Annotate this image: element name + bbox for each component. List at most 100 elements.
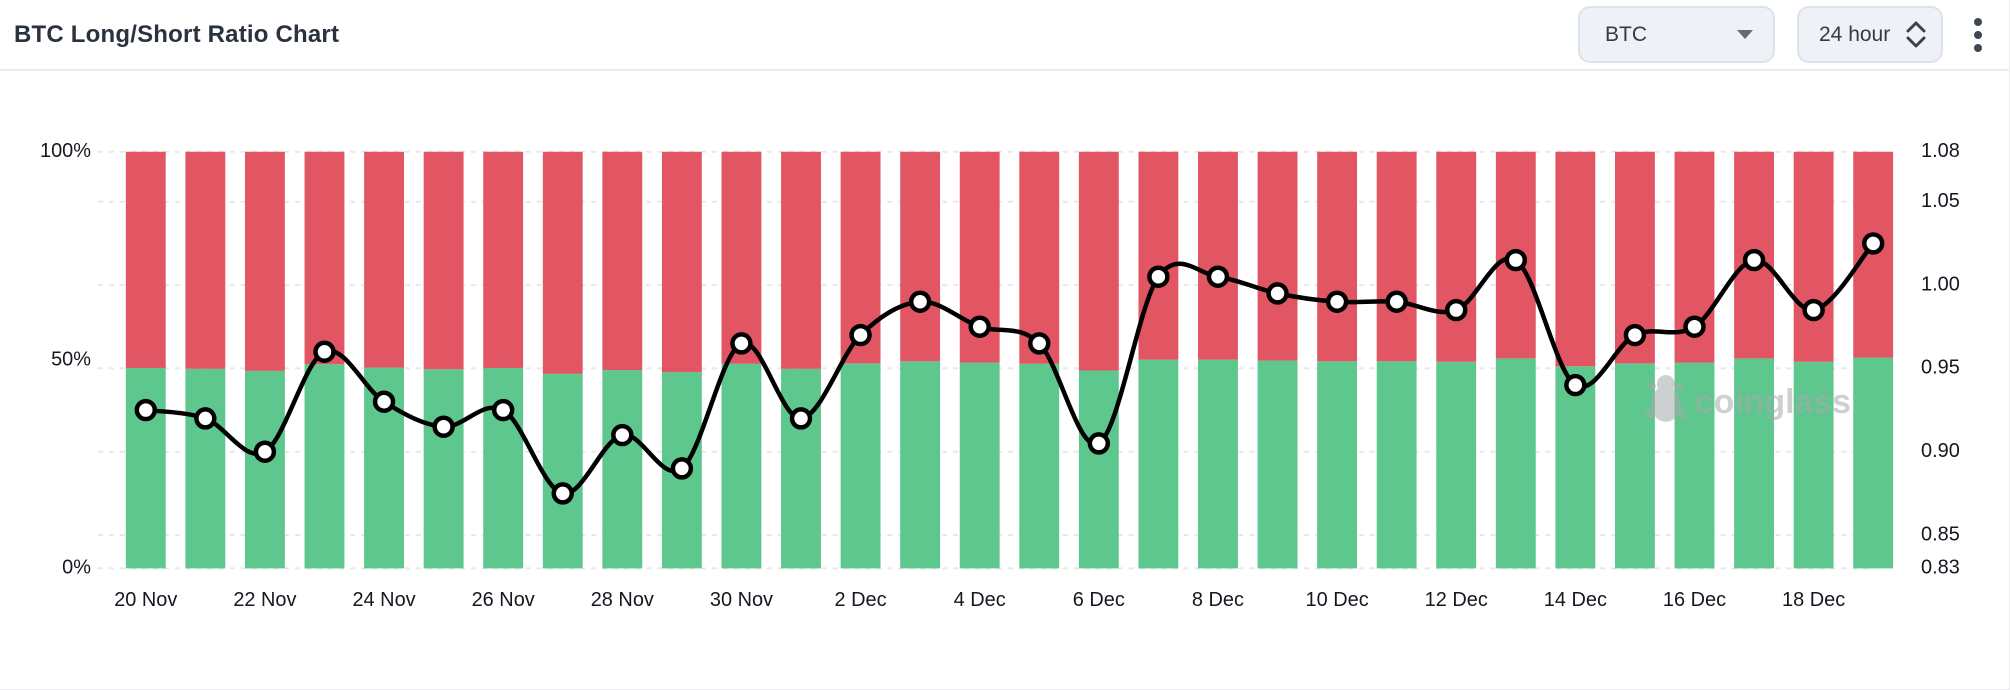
bar-short-segment [423, 151, 464, 370]
bar-short-segment [185, 151, 226, 369]
bar-long-segment [304, 364, 345, 569]
bar-long-segment [1495, 358, 1536, 569]
caret-down-icon [1737, 30, 1753, 39]
bar-long-segment [483, 367, 524, 569]
bar-long-segment [721, 363, 762, 569]
ratio-markers [134, 232, 1885, 505]
bar-long-segment [1614, 363, 1655, 569]
right-axis-label: 1.08 [1921, 140, 1960, 162]
x-axis-label: 26 Nov [472, 589, 535, 611]
chart-canvas[interactable]: coinglass 100% 50% 0% 1.08 1.05 1.00 0.95 0.90 0.… [0, 71, 2010, 688]
ratio-marker [134, 398, 157, 422]
ratio-marker [1742, 248, 1766, 272]
left-axis-label: 0% [62, 557, 91, 579]
ratio-marker [313, 340, 336, 363]
ratio-marker [194, 407, 217, 430]
left-axis: 100% 50% 0% [40, 140, 91, 579]
bar-long-segment [1198, 359, 1238, 569]
bar-short-segment [1257, 151, 1298, 361]
bar-long-segment [1078, 370, 1119, 569]
bar-long-segment [542, 373, 583, 569]
ratio-marker [730, 332, 753, 355]
x-axis-label: 30 Nov [710, 589, 773, 611]
x-axis-label: 24 Nov [352, 589, 415, 611]
ratio-marker [551, 482, 574, 505]
ratio-marker [432, 415, 455, 438]
header-controls: BTC 24 hour [1578, 6, 1991, 63]
bar-short-segment [1138, 151, 1179, 360]
bar-short-segment [125, 151, 166, 368]
bar-short-segment [1317, 151, 1358, 362]
bar-long-segment [1853, 357, 1894, 569]
bars-long [125, 357, 1894, 569]
ratio-marker [670, 457, 694, 480]
ratio-marker [1564, 373, 1587, 397]
bar-long-segment [244, 370, 285, 569]
bar-short-segment [1436, 151, 1477, 362]
bar-short-segment [1853, 151, 1894, 358]
symbol-select-value: BTC [1605, 22, 1647, 46]
watermark: coinglass [1645, 375, 1851, 422]
ratio-marker [968, 315, 991, 338]
bar-short-segment [781, 151, 821, 369]
ratio-marker [789, 407, 813, 430]
bars-short [125, 151, 1894, 374]
ratio-marker [1266, 282, 1289, 305]
bar-long-segment [185, 368, 226, 569]
x-axis-label: 28 Nov [591, 589, 654, 611]
bar-short-segment [244, 151, 285, 371]
ratio-marker [1445, 298, 1468, 322]
x-axis-label: 18 Dec [1782, 589, 1845, 611]
ratio-marker [1028, 332, 1051, 355]
ratio-marker [1504, 248, 1528, 272]
ratio-marker [372, 390, 396, 413]
x-axis-label: 20 Nov [114, 589, 177, 611]
bar-long-segment [1257, 360, 1298, 569]
watermark-text: coinglass [1695, 383, 1851, 421]
ratio-marker [253, 440, 277, 463]
right-axis-label: 1.00 [1921, 273, 1960, 295]
interval-select[interactable]: 24 hour [1797, 6, 1943, 63]
bar-short-segment [542, 151, 583, 374]
x-axis-label: 4 Dec [954, 589, 1006, 611]
bar-long-segment [1555, 366, 1596, 569]
symbol-select[interactable]: BTC [1578, 6, 1775, 63]
x-axis-label: 22 Nov [233, 589, 296, 611]
x-axis-label: 6 Dec [1073, 589, 1125, 611]
right-axis-label: 1.05 [1921, 190, 1960, 212]
chart-title: BTC Long/Short Ratio Chart [14, 20, 340, 48]
bar-long-segment [423, 369, 464, 569]
bar-long-segment [840, 363, 881, 569]
ratio-marker [491, 398, 515, 422]
bar-long-segment [1138, 359, 1179, 569]
bar-long-segment [959, 362, 1000, 569]
ratio-marker [1325, 290, 1349, 313]
ratio-marker [908, 290, 932, 313]
bar-short-segment [721, 151, 762, 364]
bar-short-segment [1376, 151, 1417, 362]
bar-long-segment [1674, 362, 1715, 569]
bar-short-segment [661, 151, 702, 373]
bar-long-segment [900, 361, 941, 569]
bar-short-segment [1793, 151, 1834, 362]
ratio-marker [1861, 232, 1885, 255]
x-axis-label: 14 Dec [1544, 589, 1607, 611]
left-axis-label: 50% [51, 348, 91, 370]
left-axis-label: 100% [40, 140, 91, 162]
bar-short-segment [1078, 151, 1119, 371]
bar-long-segment [1317, 361, 1358, 569]
bar-short-segment [304, 151, 345, 365]
ratio-marker [611, 423, 634, 447]
ratio-marker [1683, 315, 1706, 338]
bar-long-segment [1376, 361, 1417, 569]
kebab-menu-button[interactable] [1965, 13, 1991, 57]
bar-long-segment [781, 368, 821, 569]
right-axis: 1.08 1.05 1.00 0.95 0.90 0.85 0.83 [1921, 140, 1960, 579]
ratio-marker [1802, 298, 1825, 322]
right-axis-label: 0.95 [1921, 357, 1960, 379]
x-axis-label: 10 Dec [1306, 589, 1369, 611]
bar-short-segment [1019, 151, 1060, 364]
bar-short-segment [364, 151, 404, 368]
bar-short-segment [602, 151, 643, 371]
